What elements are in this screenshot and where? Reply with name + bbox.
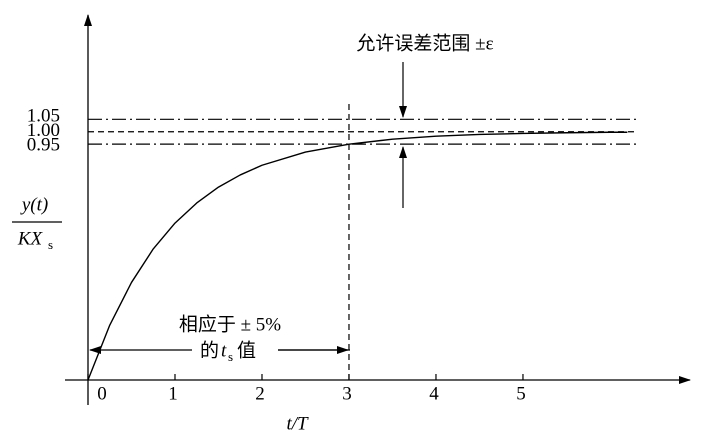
y-label-denominator: KX <box>17 228 44 249</box>
y-tick-label: 1.05 <box>27 106 60 127</box>
response-sub: s <box>228 349 233 364</box>
y-label-subscript: s <box>48 237 53 252</box>
x-tick-label: 5 <box>516 383 526 404</box>
response-t: t <box>221 340 227 361</box>
x-tick-label: 1 <box>168 383 178 404</box>
y-tick-label: 1.00 <box>27 120 60 141</box>
tolerance-label: 允许误差范围 ±ε <box>356 32 493 54</box>
response-suffix: 值 <box>237 339 256 361</box>
y-label-numerator: y(t) <box>20 194 48 215</box>
y-tick-label: 0.95 <box>27 135 60 156</box>
x-tick-label: 4 <box>429 383 439 404</box>
x-tick-label: 3 <box>342 383 352 404</box>
label-gap <box>192 338 278 362</box>
response-prefix: 的 <box>200 339 219 361</box>
x-tick-label: 0 <box>97 383 107 404</box>
x-tick-label: 2 <box>255 383 265 404</box>
response-curve <box>87 131 628 381</box>
response-label: 相应于 ± 5% <box>179 313 281 335</box>
x-label: t/T <box>286 413 309 434</box>
